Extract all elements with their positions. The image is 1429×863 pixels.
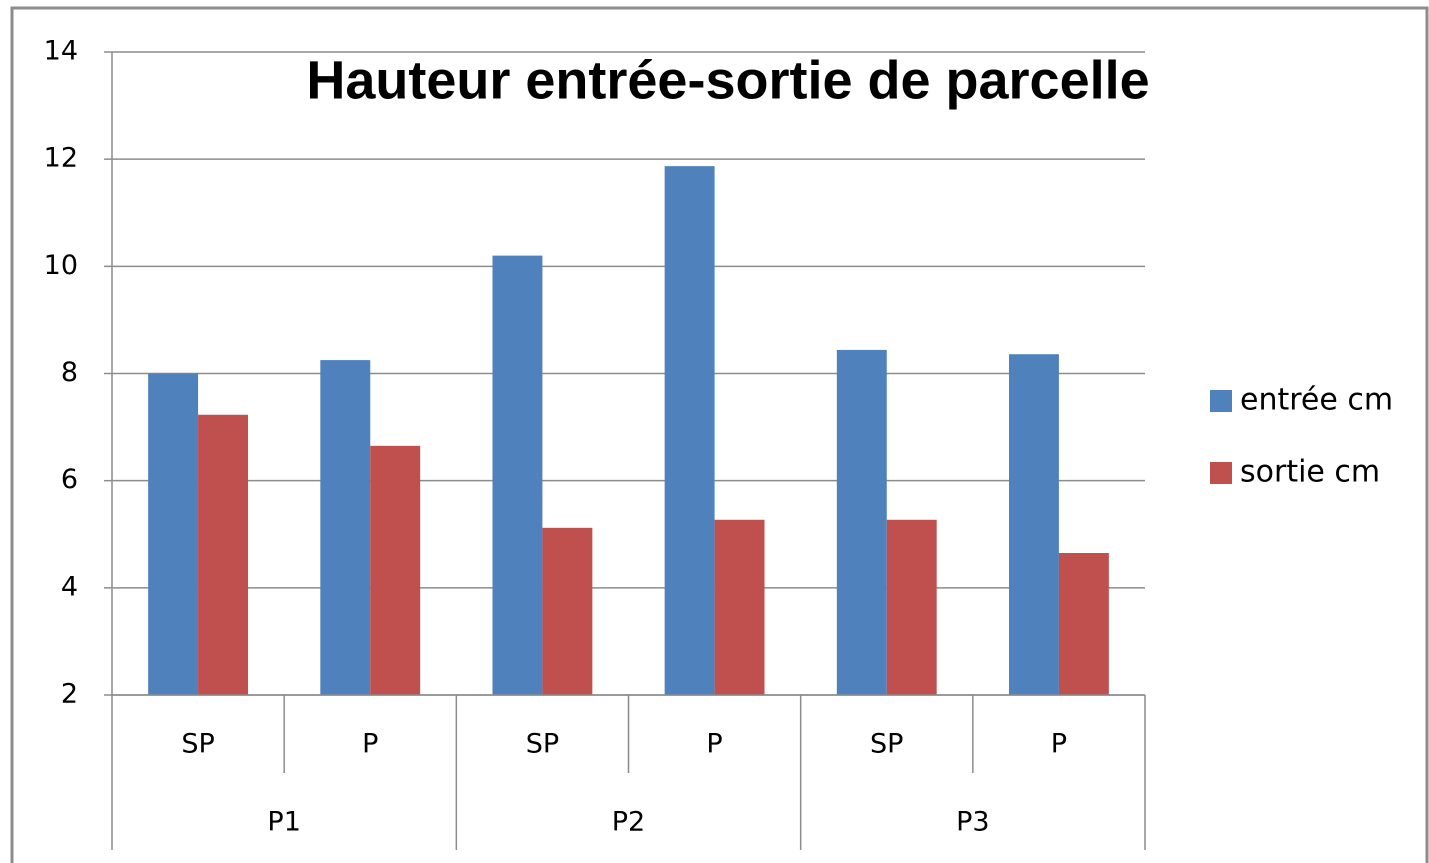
x-tick-label: SP [526,729,559,760]
legend-label: entrée cm [1240,383,1393,418]
bar [1008,354,1059,695]
bar [886,519,937,695]
group-label: P2 [612,807,645,838]
bar [836,349,887,695]
chart-title: Hauteur entrée-sortie de parcelle [306,50,1149,110]
bar [492,255,543,695]
x-tick-label: SP [181,729,214,760]
y-tick-label: 8 [61,357,78,388]
y-tick-label: 6 [61,464,78,495]
x-tick-label: SP [870,729,903,760]
bar [714,519,765,695]
y-tick-label: 12 [44,143,78,174]
y-tick-label: 2 [61,679,78,710]
bar [370,445,421,695]
bar [1058,553,1109,695]
bar [664,166,715,695]
y-tick-label: 14 [44,36,78,67]
legend-swatch [1210,462,1232,484]
x-tick-label: P [362,729,378,760]
legend-label: sortie cm [1240,455,1380,490]
y-tick-label: 4 [61,571,78,602]
bar [198,414,249,695]
bar [148,373,199,695]
group-label: P3 [956,807,989,838]
bar [542,527,593,695]
x-tick-label: P [706,729,722,760]
chart-frame [10,6,1429,863]
y-tick-label: 10 [44,250,78,281]
legend-swatch [1210,390,1232,412]
bar [320,360,371,695]
group-label: P1 [267,807,300,838]
x-tick-label: P [1051,729,1067,760]
